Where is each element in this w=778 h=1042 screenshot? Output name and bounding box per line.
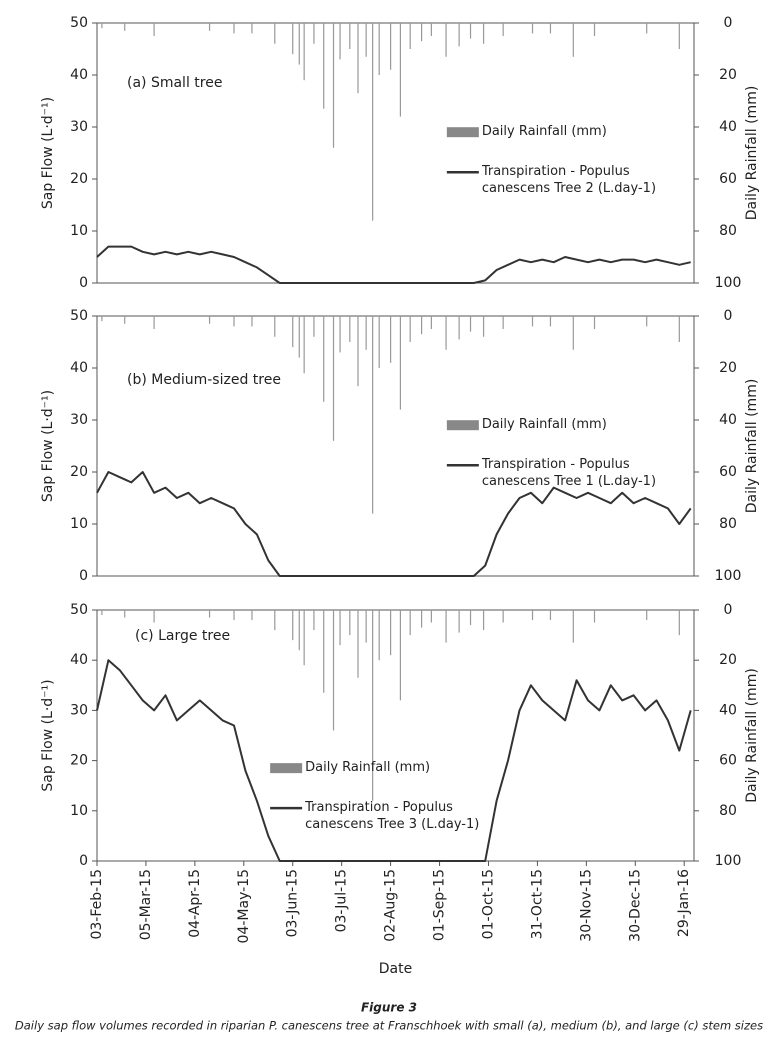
x-tick-label: 03-Feb-15 (89, 869, 105, 940)
y2-tick-label: 20 (719, 652, 737, 668)
caption-text: Daily sap flow volumes recorded in ripar… (15, 1019, 763, 1033)
y2-axis-label: Daily Rainfall (mm) (744, 86, 760, 221)
legend-label: Daily Rainfall (mm) (481, 417, 607, 433)
x-tick-label: 04-Apr-15 (187, 869, 203, 938)
y2-tick-label: 100 (715, 275, 742, 291)
x-tick-label: 04-May-15 (236, 869, 252, 943)
y2-tick-label: 100 (715, 568, 742, 584)
legend-label: Transpiration - Populus canescens Tree 3… (305, 800, 480, 833)
x-tick-label: 02-Aug-15 (383, 869, 399, 942)
y-tick-label: 30 (70, 702, 88, 718)
y2-axis-label: Daily Rainfall (mm) (744, 668, 760, 803)
y-tick-label: 20 (70, 464, 88, 480)
transpiration-line (96, 245, 691, 284)
legend-label: Transpiration - Populus canescens Tree 1… (481, 457, 657, 490)
y-tick-label: 20 (70, 171, 88, 187)
panel-title: (a) Small tree (127, 75, 222, 91)
x-tick-label: 29-Jan-16 (676, 869, 692, 937)
legend-entry: Daily Rainfall (mm) (481, 417, 607, 433)
y-tick-label: 40 (70, 360, 88, 376)
y-tick-label: 10 (70, 803, 88, 819)
x-tick-label: 30-Dec-15 (627, 869, 643, 942)
x-tick-label: 31-Oct-15 (529, 869, 545, 939)
panel-title: (c) Large tree (135, 628, 230, 644)
legend-swatch (270, 763, 303, 774)
x-tick-label: 01-Sep-15 (432, 869, 448, 941)
transpiration-line (96, 659, 692, 862)
y2-tick-label: 40 (719, 412, 737, 428)
legend-label: Transpiration - Populus canescens Tree 2… (481, 164, 657, 197)
y-tick-label: 50 (70, 308, 88, 324)
y-tick-label: 0 (79, 568, 88, 584)
y2-tick-label: 80 (719, 223, 737, 239)
y2-tick-label: 60 (719, 464, 737, 480)
legend-label: Daily Rainfall (mm) (481, 124, 607, 140)
y-tick-label: 40 (70, 652, 88, 668)
transpiration-line (96, 471, 692, 577)
x-axis-label: Date (379, 961, 412, 977)
legend-entry: Daily Rainfall (mm) (481, 124, 607, 140)
y2-tick-label: 20 (719, 360, 737, 376)
x-tick-label: 03-Jul-15 (334, 869, 350, 932)
panel-title: (b) Medium-sized tree (127, 372, 281, 388)
y2-tick-label: 60 (719, 171, 737, 187)
x-tick-label: 30-Nov-15 (578, 869, 594, 942)
legend-entry: Transpiration - Populus canescens Tree 2… (481, 164, 657, 197)
y2-tick-label: 40 (719, 702, 737, 718)
y-axis-label: Sap Flow (L·d⁻¹) (40, 679, 56, 791)
y-tick-label: 40 (70, 67, 88, 83)
legend-swatch (446, 420, 479, 431)
y-tick-label: 10 (70, 223, 88, 239)
x-tick-label: 03-Jun-15 (285, 869, 301, 937)
y2-tick-label: 0 (724, 15, 733, 31)
y2-tick-label: 80 (719, 516, 737, 532)
y-tick-label: 30 (70, 412, 88, 428)
y-axis-label: Sap Flow (L·d⁻¹) (40, 390, 56, 502)
legend-entry: Transpiration - Populus canescens Tree 1… (481, 457, 657, 490)
legend-label: Daily Rainfall (mm) (305, 760, 431, 776)
y2-tick-label: 40 (719, 119, 737, 135)
y-axis-label: Sap Flow (L·d⁻¹) (40, 97, 56, 209)
x-tick-label: 01-Oct-15 (480, 869, 496, 939)
y-tick-label: 0 (79, 853, 88, 869)
y2-tick-label: 0 (724, 602, 733, 618)
y-tick-label: 30 (70, 119, 88, 135)
x-tick-label: 05-Mar-15 (138, 869, 154, 940)
y-tick-label: 50 (70, 602, 88, 618)
y-tick-label: 20 (70, 753, 88, 769)
y2-tick-label: 80 (719, 803, 737, 819)
caption-label: Figure 3 (361, 1001, 417, 1015)
y2-tick-label: 20 (719, 67, 737, 83)
y-tick-label: 10 (70, 516, 88, 532)
y2-tick-label: 100 (715, 853, 742, 869)
y2-tick-label: 60 (719, 753, 737, 769)
y-tick-label: 50 (70, 15, 88, 31)
legend-entry: Daily Rainfall (mm) (305, 760, 431, 776)
legend-entry: Transpiration - Populus canescens Tree 3… (305, 800, 480, 833)
y2-tick-label: 0 (724, 308, 733, 324)
y-tick-label: 0 (79, 275, 88, 291)
y2-axis-label: Daily Rainfall (mm) (744, 379, 760, 514)
legend-swatch (446, 127, 479, 138)
